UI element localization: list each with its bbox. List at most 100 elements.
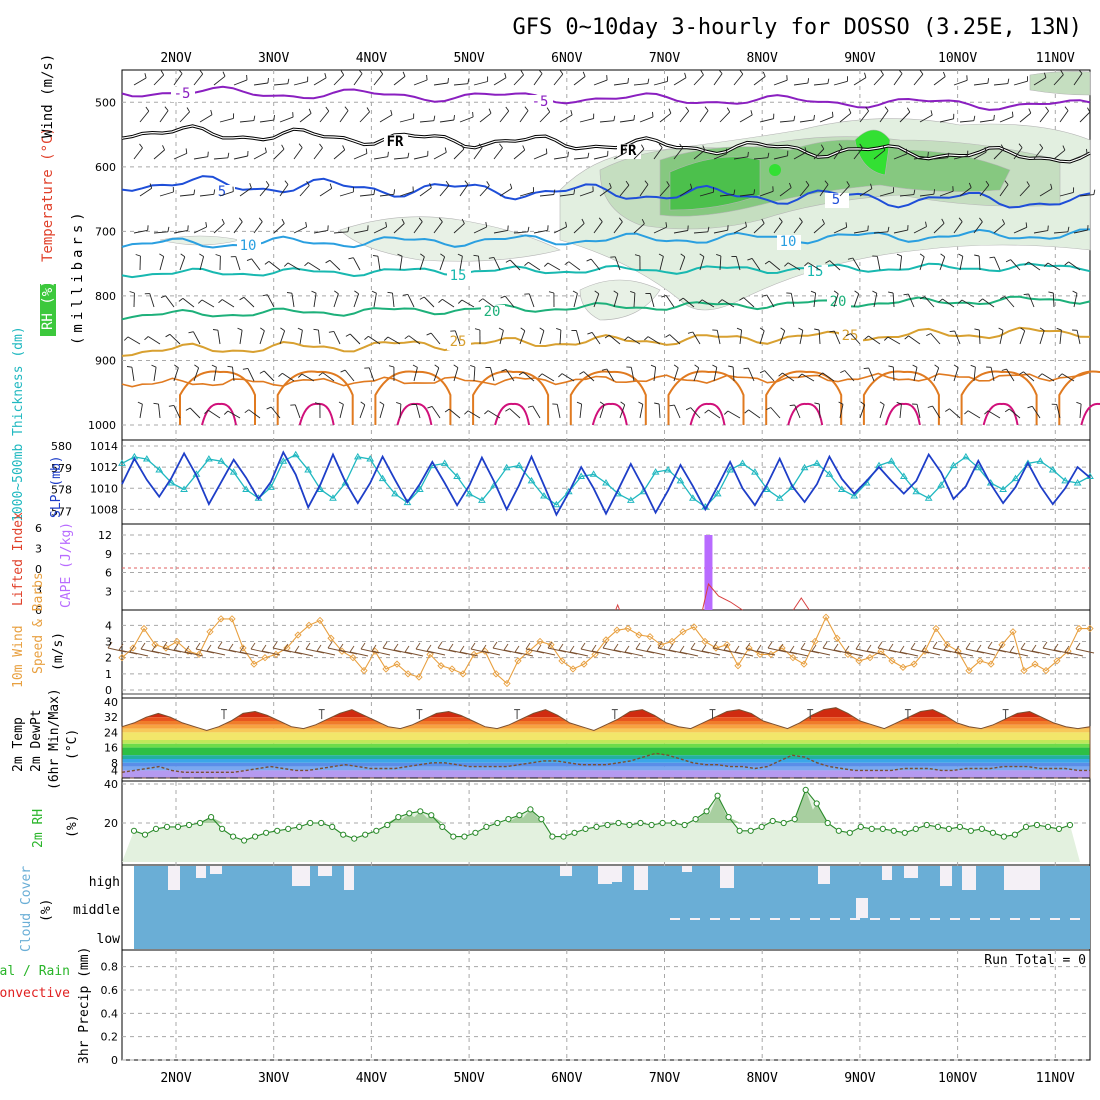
rh-point [681, 821, 688, 829]
wind-barb-flag [345, 333, 351, 337]
thickness-point [775, 494, 784, 501]
wind-barb-flag [211, 364, 217, 368]
wind-barb [799, 330, 804, 345]
wind-barb [504, 295, 515, 308]
wind-barb-flag [474, 328, 481, 331]
wind-barb-10m-flag [360, 642, 366, 650]
thickness-point [1061, 476, 1070, 484]
wind-barb [799, 119, 814, 123]
wind-barb-flag [222, 71, 226, 77]
wind-barb [708, 409, 721, 419]
wind-barb [373, 293, 377, 308]
wind-barb-10m [701, 650, 721, 656]
wind-speed-point [624, 624, 632, 633]
wind-barb [373, 226, 387, 234]
wind-barb [313, 77, 327, 86]
wind-barb [822, 372, 835, 382]
cape-tick: 6 [105, 567, 112, 580]
wind-barb [793, 151, 807, 160]
wind-barb-flag [1087, 107, 1091, 113]
isotherm-35 [298, 402, 335, 426]
wind-barb-flag [624, 147, 627, 153]
wind-barb-flag [388, 365, 395, 368]
thickness-point [626, 496, 635, 503]
isotherm-line [121, 85, 1091, 111]
wind-barb [373, 156, 388, 160]
wind-barb-10m-flag [954, 645, 960, 653]
wind-barb-flag [673, 364, 679, 369]
isotherm-label-bg [481, 305, 505, 320]
wind-barb-flag [926, 333, 931, 337]
wind-barb [493, 147, 503, 160]
wind-barb [153, 231, 168, 234]
wind-barb-flag [1045, 106, 1049, 112]
wind-barb [353, 153, 368, 160]
rh-point [758, 823, 765, 831]
wind-barb [459, 256, 463, 271]
wind-barb-flag [1047, 225, 1049, 231]
rh-point [1000, 833, 1008, 840]
temp-band [122, 740, 1090, 744]
wind-barb-flag [927, 151, 929, 157]
wind-barb [159, 256, 165, 271]
wind-barb-flag [253, 115, 256, 121]
isotherm-label: 5 [832, 192, 840, 208]
wind-barb-flag [582, 71, 586, 77]
wind-barb [682, 297, 695, 308]
wind-barb [333, 331, 341, 345]
pressure-tick: 1000 [88, 419, 116, 432]
wind-speed-point [580, 660, 588, 668]
wind-barb [773, 155, 788, 160]
wind-barb-flag [324, 72, 327, 79]
wind-barb-flag [440, 253, 445, 258]
wind-barb-flag [227, 152, 230, 158]
wind-barb [719, 194, 734, 197]
wind-barb-flag [767, 152, 770, 158]
wind-barb-flag [457, 253, 463, 257]
date-label-top: 9NOV [844, 51, 875, 66]
wind-barb-10m-flag [503, 643, 509, 651]
wind-barb [873, 74, 884, 86]
wind-barb-flag [820, 144, 825, 150]
wind-barb [473, 81, 488, 86]
wind-barb [368, 335, 381, 345]
wind-barb-10m-flag [228, 643, 234, 651]
cloud-gap [168, 866, 180, 890]
wind-barb [213, 75, 226, 86]
wind-barb [647, 336, 661, 345]
wind-barb [953, 367, 959, 382]
ms-axis-label: (m/s) [51, 632, 66, 671]
wind-speed-point [426, 650, 434, 659]
wind-barb-flag [945, 408, 950, 412]
wind-barb-flag [488, 108, 492, 114]
wind-barb-flag [548, 291, 555, 294]
wind-barb-flag [427, 405, 433, 409]
wind-barb [268, 261, 281, 271]
wind-barb [773, 221, 783, 234]
wind-barb [859, 404, 866, 419]
wind-barb-flag [298, 143, 303, 148]
wind-barb-flag [1043, 72, 1047, 78]
wind-barb [733, 156, 748, 160]
wind-speed-point [217, 615, 225, 623]
wind-barb-flag [753, 189, 756, 195]
slp-axis-label: SLP (mb) [49, 455, 64, 518]
isotherm-30 [1058, 370, 1100, 425]
wind-barb [294, 404, 301, 419]
wind-barb [942, 298, 955, 308]
wind-barb-flag [418, 217, 423, 222]
wind-barb [1033, 77, 1047, 86]
wind-barb-10m-flag [723, 643, 729, 651]
wind-speed-point [932, 624, 940, 633]
isotherm-30 [667, 370, 745, 425]
pressure-tick: 800 [95, 290, 116, 303]
wind-barb-flag [464, 180, 469, 185]
wind-barb-flag [1001, 368, 1007, 371]
wind-barb [1059, 110, 1069, 123]
wind-barb-flag [804, 262, 809, 267]
wind-barb [583, 371, 595, 382]
wind-barb-flag [524, 106, 529, 111]
wind-barb-flag [903, 293, 909, 296]
wind-barb [579, 404, 583, 419]
wind-speed-point [976, 657, 984, 665]
